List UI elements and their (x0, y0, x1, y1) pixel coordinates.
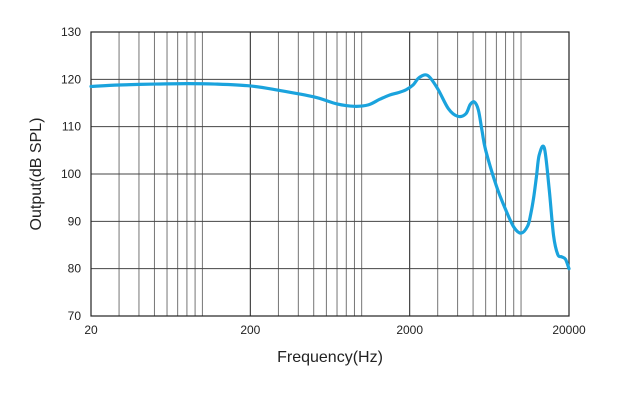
y-tick-label: 80 (68, 262, 82, 276)
y-tick-labels: 70 80 90 100 110 120 130 (61, 25, 81, 323)
x-tick-label: 20 (84, 323, 98, 337)
y-tick-label: 70 (68, 309, 82, 323)
y-tick-label: 100 (61, 167, 81, 181)
x-axis-label: Frequency(Hz) (277, 349, 383, 366)
y-tick-label: 120 (61, 72, 81, 86)
x-tick-label: 2000 (396, 323, 423, 337)
x-tick-label: 20000 (552, 323, 586, 337)
y-tick-label: 130 (61, 25, 81, 39)
x-tick-label: 200 (240, 323, 260, 337)
response-curve (89, 73, 571, 271)
y-axis-label: Output(dB SPL) (28, 118, 45, 231)
x-tick-labels: 20 200 2000 20000 (84, 323, 586, 337)
major-grid (91, 32, 569, 316)
y-tick-label: 110 (62, 120, 81, 134)
y-tick-label: 90 (68, 214, 82, 228)
plot-frame (90, 31, 570, 317)
